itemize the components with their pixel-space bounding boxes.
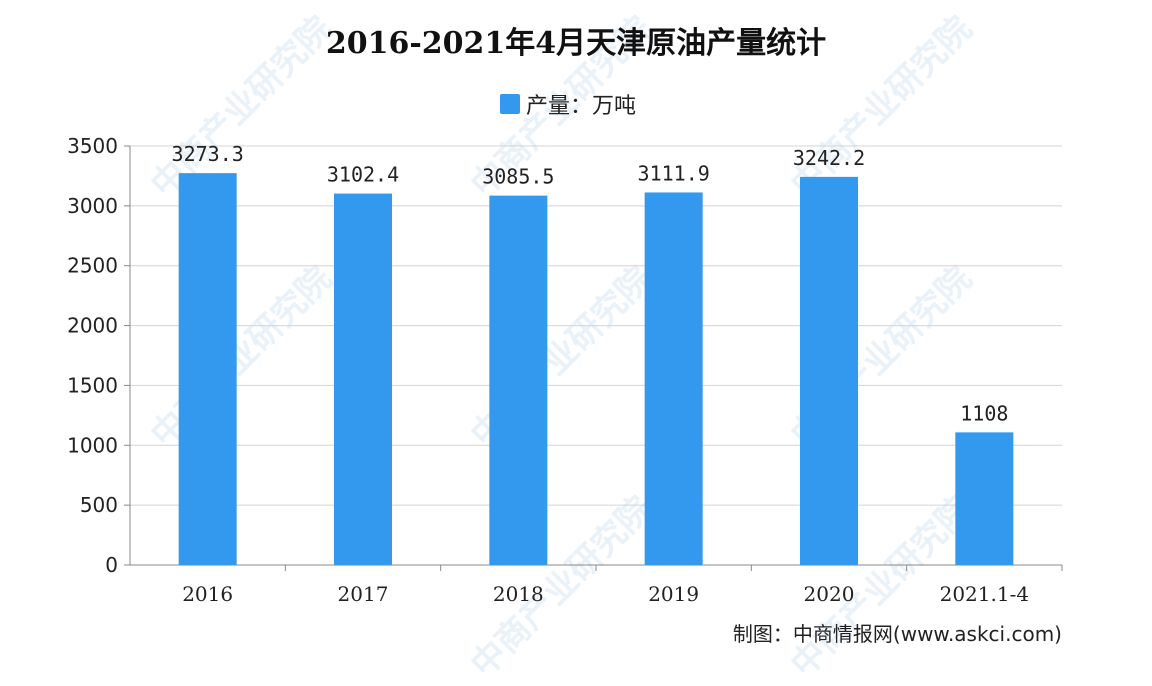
- legend: 产量：万吨: [500, 88, 636, 120]
- y-tick-label: 3000: [67, 194, 118, 218]
- data-label: 3273.3: [172, 142, 244, 166]
- bar: [334, 193, 392, 566]
- data-label: 3111.9: [638, 161, 710, 185]
- x-tick-label: 2020: [804, 582, 855, 606]
- bar: [644, 192, 703, 565]
- source-note: 制图：中商情报网(www.askci.com): [732, 622, 1062, 646]
- bar: [489, 195, 548, 565]
- y-tick-label: 2500: [67, 254, 118, 278]
- data-label: 3102.4: [327, 163, 399, 187]
- legend-label: 产量：万吨: [526, 94, 637, 119]
- x-tick-label: 2016: [182, 582, 233, 606]
- bar: [178, 173, 237, 565]
- bar: [955, 432, 1014, 565]
- legend-swatch: [500, 94, 520, 114]
- chart-title: 2016-2021年4月天津原油产量统计: [325, 26, 827, 61]
- y-tick-label: 500: [80, 493, 118, 517]
- y-tick-label: 2000: [67, 314, 118, 338]
- x-tick-label: 2018: [493, 582, 544, 606]
- bar-chart: 0 500 1000 1500 2000 2500 3000 3500 3273.3 2016 31…: [67, 134, 1063, 606]
- y-tick-label: 1500: [67, 373, 118, 397]
- data-label: 1108: [960, 401, 1008, 425]
- x-tick-label: 2017: [338, 582, 389, 606]
- y-tick-label: 0: [105, 553, 118, 577]
- y-tick-label: 1000: [67, 433, 118, 457]
- bar: [800, 176, 858, 565]
- data-label: 3085.5: [482, 165, 554, 189]
- x-tick-label: 2019: [648, 582, 699, 606]
- x-tick-label: 2021.1-4: [940, 582, 1029, 606]
- y-tick-label: 3500: [67, 134, 118, 158]
- chart-frame: 中商产业研究院 中商产业研究院 中商产业研究院 中商产业研究院 中商产业研究院 …: [67, 9, 1063, 685]
- data-label: 3242.2: [793, 146, 865, 170]
